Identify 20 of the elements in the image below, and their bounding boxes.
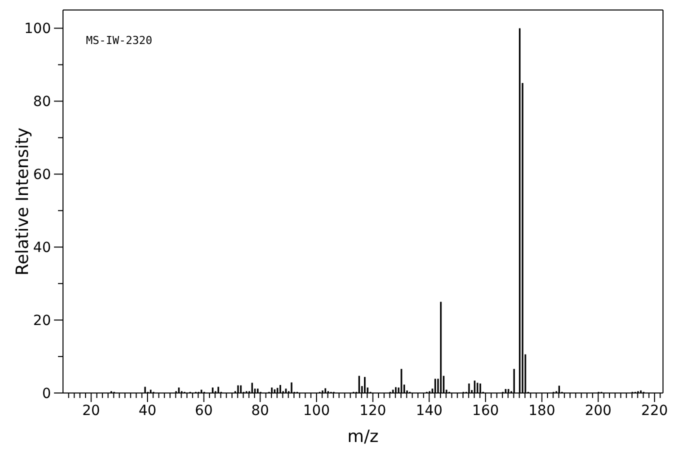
annotation: MS-IW-2320 [86, 34, 152, 47]
x-axis-title: m/z [347, 427, 379, 447]
y-tick-label: 60 [33, 167, 51, 184]
y-tick-label: 100 [24, 21, 51, 38]
x-tick-label: 220 [641, 403, 668, 419]
x-tick-label: 20 [82, 403, 100, 419]
x-tick-label: 40 [138, 403, 156, 419]
x-tick-label: 200 [584, 403, 612, 419]
y-tick-label: 40 [33, 240, 51, 256]
x-tick-label: 80 [251, 403, 270, 419]
y-axis-title: Relative Intensity [13, 128, 34, 276]
x-tick-label: 180 [528, 403, 556, 419]
y-tick-label: 20 [33, 313, 51, 330]
x-tick-label: 140 [416, 403, 443, 419]
x-tick-label: 60 [194, 403, 213, 419]
x-tick-label: 120 [359, 403, 386, 419]
y-tick-label: 0 [42, 386, 51, 402]
x-tick-label: 160 [472, 403, 499, 419]
y-tick-label: 80 [33, 94, 51, 110]
x-tick-label: 100 [303, 403, 330, 419]
